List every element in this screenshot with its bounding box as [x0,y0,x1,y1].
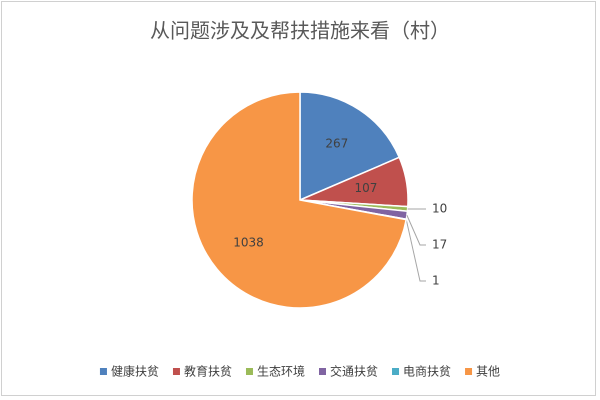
data-label: 1 [432,273,440,287]
data-label: 267 [325,137,348,151]
legend-swatch [172,368,180,375]
pie-slice [299,91,401,202]
leader-line [405,219,426,282]
legend-swatch [319,368,326,375]
legend-swatch [99,368,107,375]
legend-swatch [245,368,253,375]
data-label: 17 [432,237,447,251]
data-label: 107 [355,181,378,195]
legend-swatch [465,368,473,375]
legend-swatch [392,368,400,375]
legend-label: 其他 [476,365,500,379]
legend-label: 教育扶贫 [184,364,232,379]
legend-label: 生态环境 [257,364,305,379]
leader-line [406,215,426,246]
legend-label: 电商扶贫 [403,364,451,379]
data-label: 10 [432,201,447,215]
pie-slice [191,91,408,309]
legend-label: 健康扶贫 [111,364,159,379]
chart-title: 从问题涉及及帮扶措施来看（村） [150,19,450,43]
legend-label: 交通扶贫 [330,364,378,379]
data-label: 1038 [233,235,264,249]
